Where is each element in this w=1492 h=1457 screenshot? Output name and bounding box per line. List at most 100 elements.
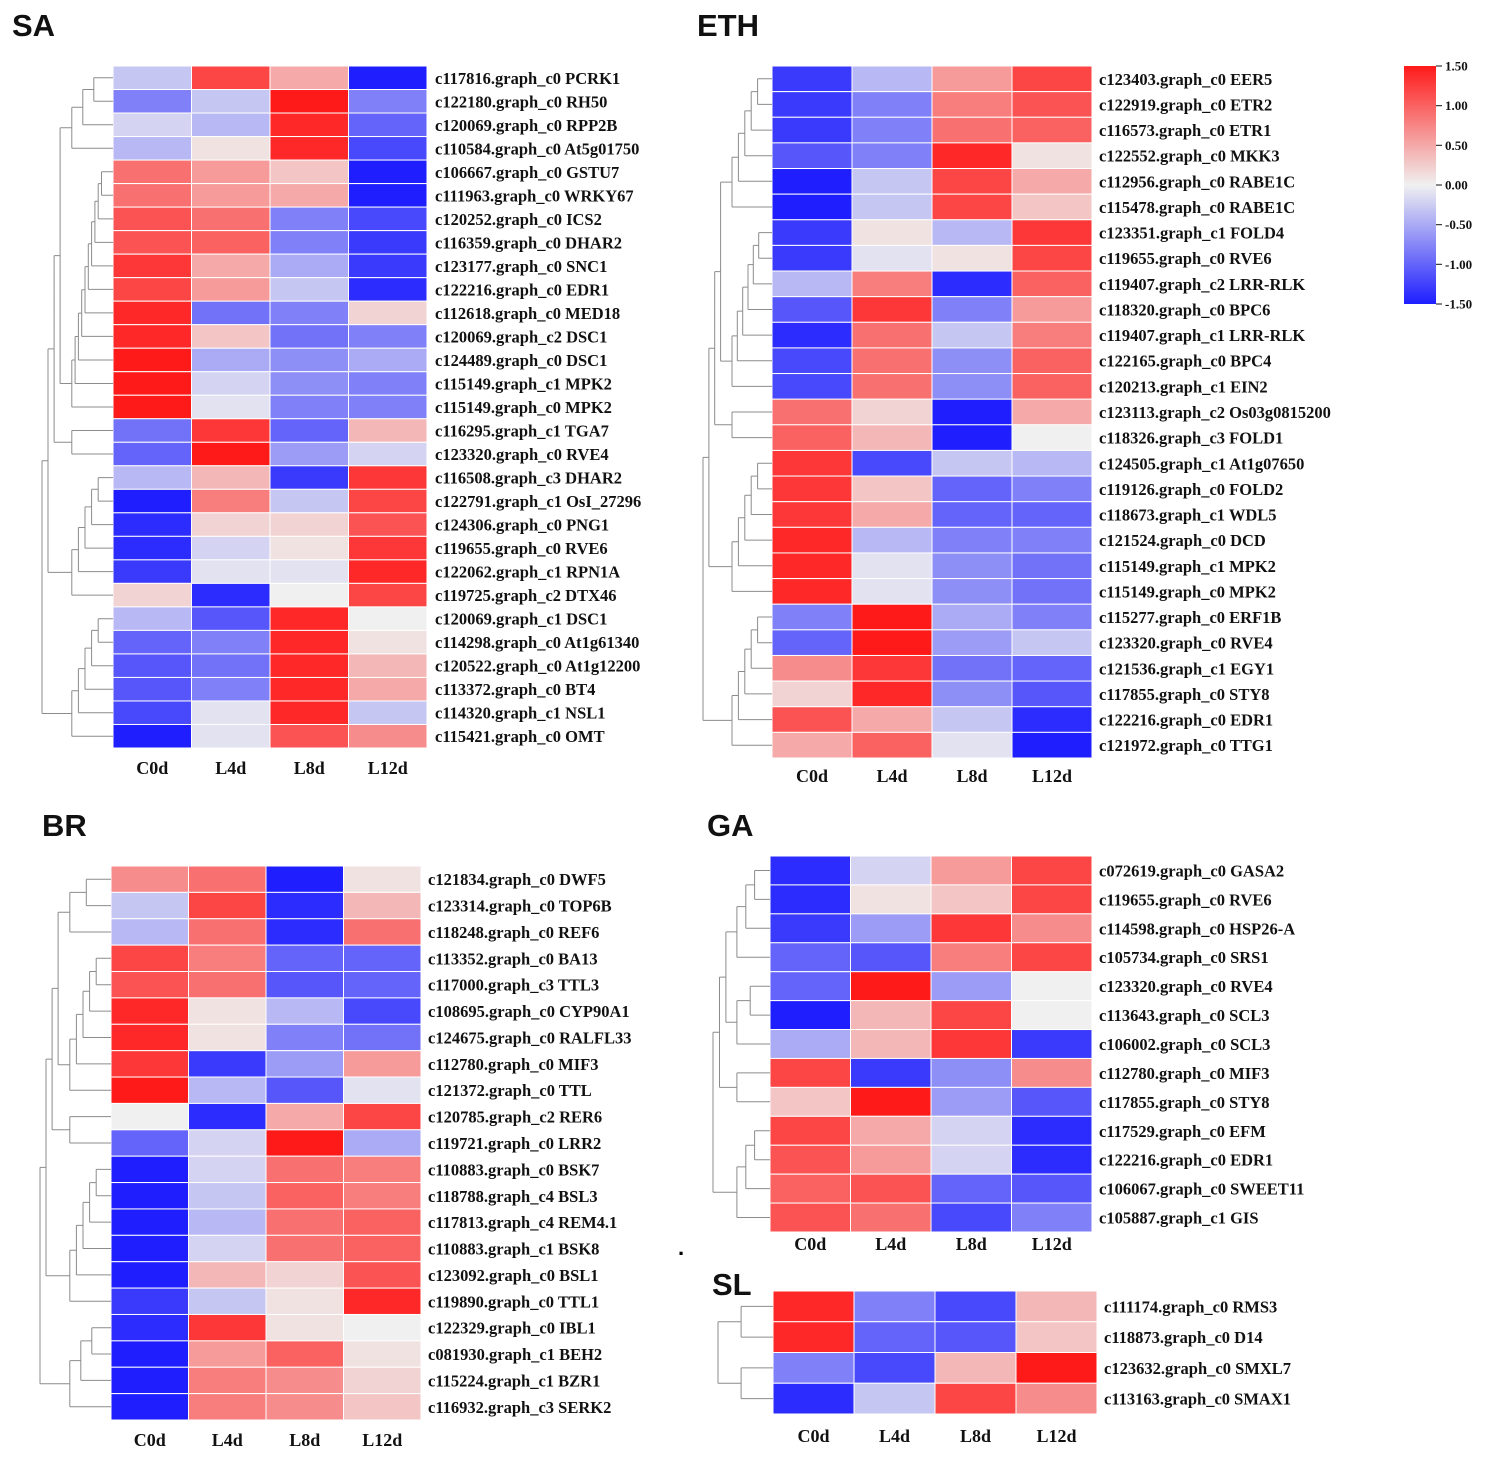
gene-label: c118320.graph_c0 BPC6 (1099, 300, 1270, 319)
column-label: L4d (215, 758, 246, 778)
heatmap-cell (188, 1129, 267, 1157)
heatmap-cell (771, 706, 853, 733)
heatmap-cell (1011, 193, 1093, 221)
gene-label: c122919.graph_c0 ETR2 (1099, 95, 1272, 114)
gene-label: c122216.graph_c0 EDR1 (435, 280, 609, 299)
heatmap-cell (850, 1029, 932, 1059)
heatmap-cell (931, 629, 1013, 656)
heatmap-cell (771, 91, 853, 118)
heatmap-cell (348, 535, 428, 561)
gene-label: c123351.graph_c1 FOLD4 (1099, 224, 1284, 243)
heatmap-cell (269, 253, 349, 279)
panel-title-eth: ETH (697, 8, 759, 43)
heatmap-panel-br: BR c121834.graph_c0 DWF5 c123314.graph_c0… (39, 808, 632, 1450)
column-label: C0d (136, 758, 168, 778)
heatmap-cell (853, 1290, 936, 1323)
heatmap-cell (850, 913, 932, 944)
heatmap-cell (269, 183, 349, 208)
heatmap-cell (188, 1050, 267, 1078)
heatmap-cell (269, 629, 349, 655)
gene-label: c122329.graph_c0 IBL1 (428, 1319, 596, 1338)
gene-label: c115149.graph_c0 MPK2 (435, 398, 612, 417)
heatmap-cell (269, 65, 349, 91)
gene-label: c119126.graph_c0 FOLD2 (1099, 480, 1283, 499)
heatmap-cell (110, 918, 189, 946)
heatmap-cell (265, 1261, 344, 1289)
heatmap-cell (188, 1102, 267, 1131)
heatmap-cell (110, 1287, 189, 1315)
heatmap-cell (851, 398, 933, 426)
heatmap-cell (191, 653, 271, 678)
heatmap-cell (1011, 578, 1093, 605)
gene-label: c116932.graph_c3 SERK2 (428, 1398, 611, 1417)
gene-label: c118873.graph_c0 D14 (1104, 1328, 1263, 1347)
dendrogram-br (39, 878, 111, 1408)
gene-label: c118248.graph_c0 REF6 (428, 923, 599, 942)
heatmap-cell (188, 1313, 267, 1342)
heatmap-cell (851, 142, 933, 170)
heatmap-cell (112, 488, 192, 514)
heatmap-cell (931, 91, 1013, 118)
heatmap-cell (265, 865, 344, 893)
heatmap-cell (343, 865, 422, 893)
heatmap-cell (769, 1000, 851, 1031)
heatmap-cell (269, 512, 349, 537)
heatmap-cell (265, 1050, 344, 1078)
heatmap-cell (343, 1208, 422, 1236)
heatmap-cell (1011, 91, 1093, 118)
heatmap-cell (931, 168, 1013, 195)
heatmap-cell (191, 559, 271, 584)
gene-label: c106667.graph_c0 GSTU7 (435, 163, 619, 182)
heatmap-cell (112, 324, 192, 349)
heatmap-cell (269, 653, 349, 678)
heatmap-cell (348, 606, 428, 631)
heatmap-cell (771, 449, 853, 477)
gene-label: c119655.graph_c0 RVE6 (1099, 890, 1272, 909)
gene-label: c115149.graph_c1 MPK2 (1099, 557, 1276, 576)
gene-label: c123632.graph_c0 SMXL7 (1104, 1359, 1291, 1378)
gene-label: c110883.graph_c1 BSK8 (428, 1240, 599, 1259)
heatmap-panel-ga: GA c072619.graph_c0 GASA2 c119655.graph_c… (707, 808, 1304, 1254)
heatmap-cell (930, 1173, 1012, 1204)
gene-label: c112780.graph_c0 MIF3 (428, 1055, 599, 1074)
heatmap-cell (1011, 526, 1093, 554)
heatmap-cell (771, 629, 853, 656)
heatmap-cell (188, 1155, 267, 1184)
heatmap-cell (348, 206, 428, 232)
heatmap-cell (191, 629, 271, 655)
heatmap-cell (1011, 398, 1093, 426)
heatmap-cell (191, 206, 271, 232)
gene-label: c123314.graph_c0 TOP6B (428, 897, 612, 916)
heatmap-cell (191, 394, 271, 420)
gene-label: c121536.graph_c1 EGY1 (1099, 659, 1274, 678)
heatmap-cell (269, 606, 349, 631)
heatmap-cell (931, 244, 1013, 272)
heatmap-cell (1011, 347, 1093, 375)
heatmap-cell (930, 1144, 1012, 1175)
heatmap-cell (1011, 219, 1093, 246)
heatmap-cell (850, 1144, 932, 1175)
heatmap-cell (265, 1155, 344, 1184)
gene-label: c117816.graph_c0 PCRK1 (435, 69, 620, 88)
gene-label: c115149.graph_c0 MPK2 (1099, 582, 1276, 601)
column-label: L4d (212, 1430, 243, 1450)
heatmap-cell (772, 1321, 855, 1353)
heatmap-cell (931, 654, 1013, 682)
heatmap-cell (931, 449, 1013, 477)
heatmap-cell (771, 654, 853, 682)
heatmap-cell (851, 706, 933, 733)
heatmap-cell (191, 371, 271, 396)
gene-label: c114320.graph_c1 NSL1 (435, 704, 606, 723)
heatmap-cell (269, 159, 349, 185)
gene-label: c123320.graph_c0 RVE4 (1099, 634, 1273, 653)
heatmap-cell (269, 89, 349, 114)
heatmap-cell (191, 136, 271, 161)
heatmap-cell (771, 193, 853, 221)
heatmap-cell (931, 552, 1013, 580)
heatmap-cell (348, 582, 428, 608)
column-label: L12d (1036, 1426, 1076, 1446)
heatmap-cell (110, 1102, 189, 1131)
heatmap-cell (265, 1366, 344, 1395)
heatmap-cell (188, 1234, 267, 1263)
